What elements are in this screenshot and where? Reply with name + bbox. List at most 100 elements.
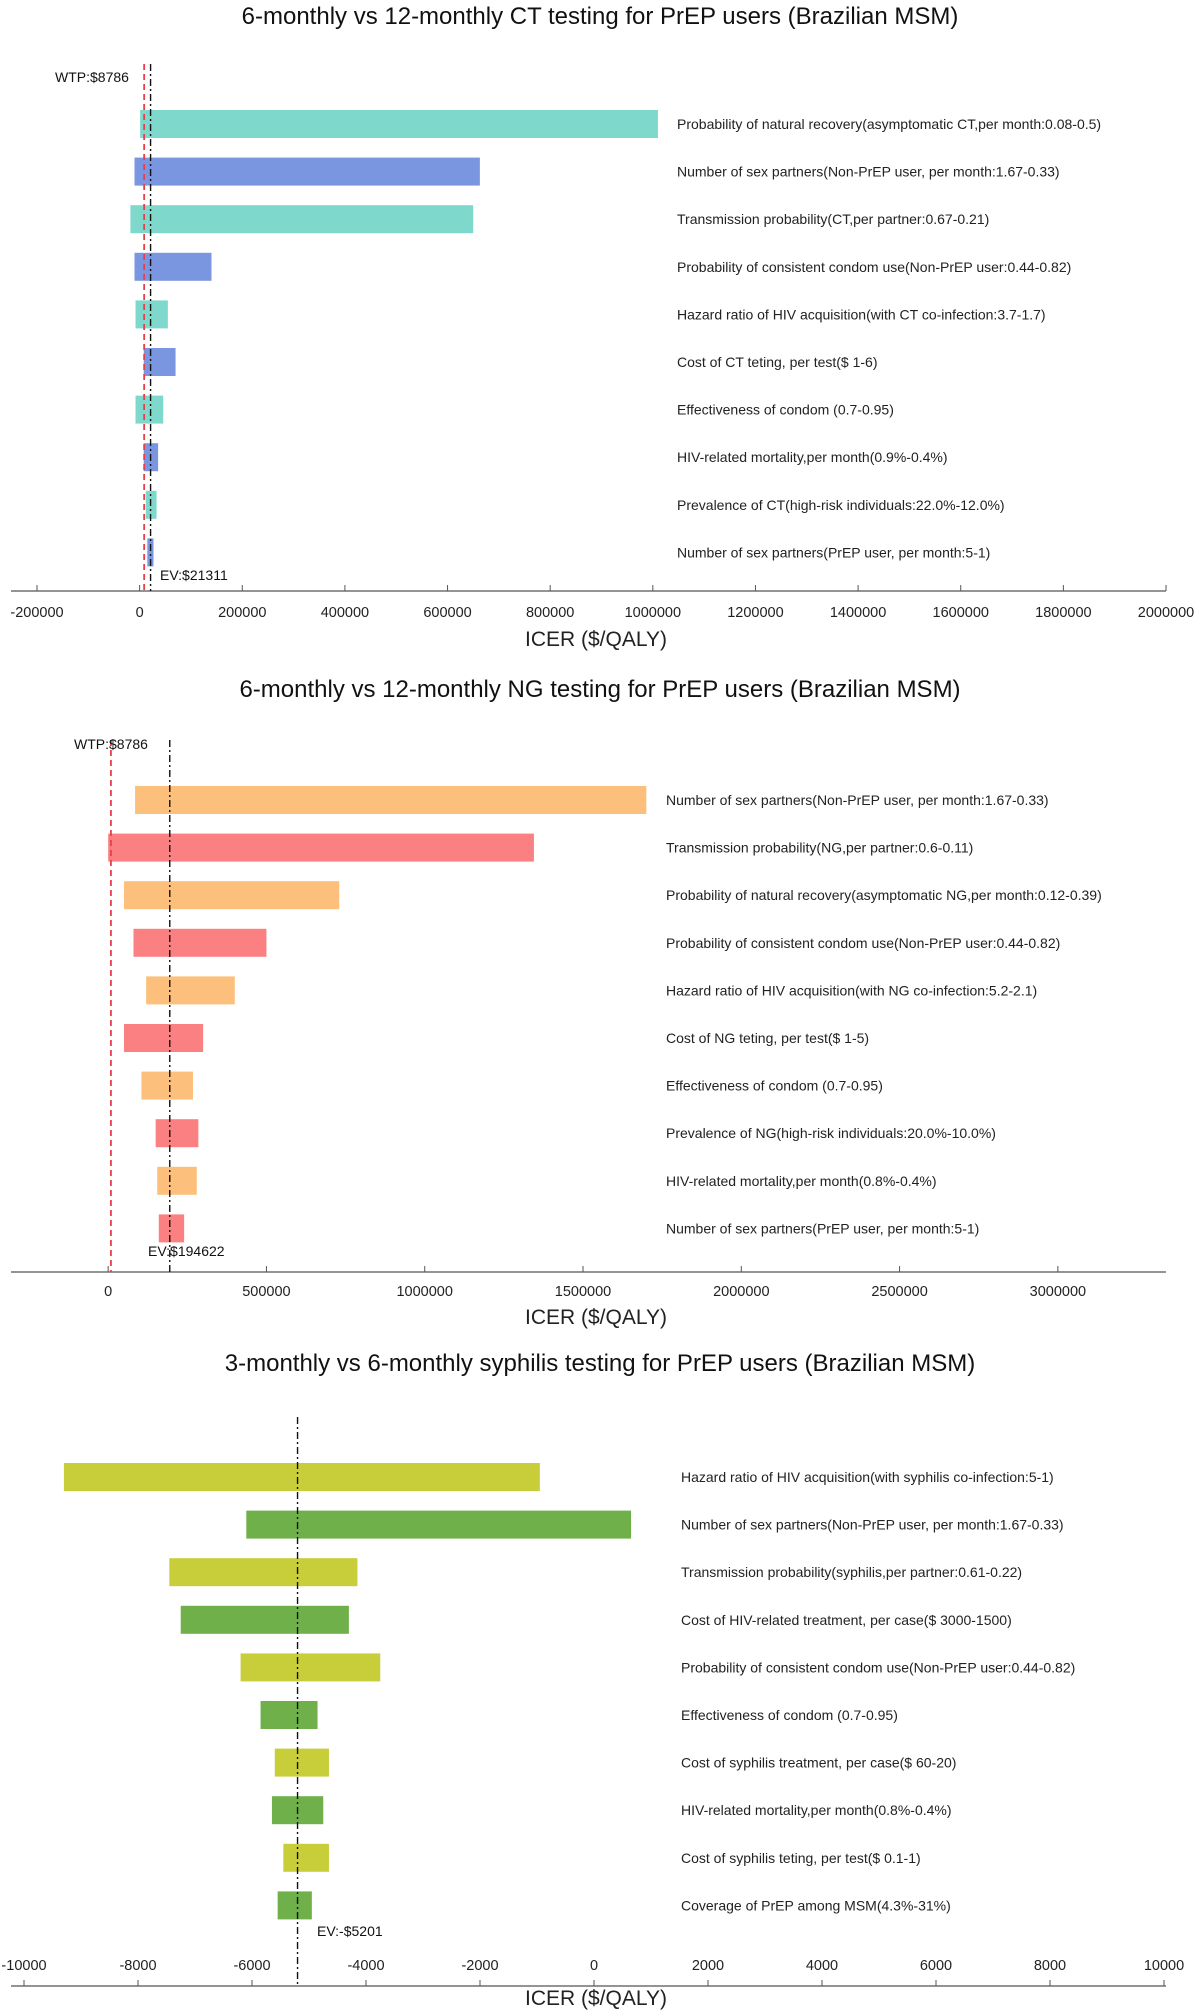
parameter-label: Cost of syphilis treatment, per case($ 6… xyxy=(681,1755,956,1771)
x-tick-label: 1800000 xyxy=(1035,605,1091,621)
x-tick-label: 1500000 xyxy=(555,1284,611,1300)
tornado-bar xyxy=(147,538,154,567)
tornado-bar xyxy=(123,881,340,910)
ev-label: EV:-$5201 xyxy=(317,1923,383,1939)
parameter-label: Probability of natural recovery(asymptom… xyxy=(677,116,1101,132)
x-axis-label: ICER ($/QALY) xyxy=(525,1987,667,2010)
parameter-label: Number of sex partners(Non-PrEP user, pe… xyxy=(677,164,1060,180)
x-tick-label: 10000 xyxy=(1144,1958,1184,1974)
tornado-bar xyxy=(143,348,176,376)
tornado-bar xyxy=(135,786,647,814)
x-tick-label: 1400000 xyxy=(830,605,886,621)
x-tick-label: -6000 xyxy=(233,1958,270,1974)
x-tick-label: 600000 xyxy=(423,605,471,621)
tornado-bar xyxy=(63,1463,540,1491)
x-tick-label: -2000 xyxy=(461,1958,498,1974)
x-tick-label: 0 xyxy=(104,1284,112,1300)
parameter-label: HIV-related mortality,per month(0.8%-0.4… xyxy=(681,1802,952,1818)
parameter-label: Probability of consistent condom use(Non… xyxy=(666,935,1060,951)
x-tick-label: 1000000 xyxy=(625,605,681,621)
chart-3: 3-monthly vs 6-monthly syphilis testing … xyxy=(1,1350,1184,2010)
tornado-bar xyxy=(240,1653,381,1682)
x-tick-label: -4000 xyxy=(347,1958,384,1974)
chart-2: 6-monthly vs 12-monthly NG testing for P… xyxy=(11,676,1166,1329)
x-tick-label: 8000 xyxy=(1034,1958,1066,1974)
x-tick-label: 200000 xyxy=(218,605,266,621)
parameter-label: Effectiveness of condom (0.7-0.95) xyxy=(681,1707,898,1723)
x-tick-label: 4000 xyxy=(806,1958,838,1974)
parameter-label: Prevalence of NG(high-risk individuals:2… xyxy=(666,1125,996,1141)
parameter-label: Number of sex partners(Non-PrEP user, pe… xyxy=(681,1517,1064,1533)
x-tick-label: -10000 xyxy=(1,1958,46,1974)
parameter-label: Probability of consistent condom use(Non… xyxy=(677,259,1071,275)
parameter-label: HIV-related mortality,per month(0.9%-0.4… xyxy=(677,449,948,465)
x-tick-label: 2500000 xyxy=(871,1284,927,1300)
tornado-bar xyxy=(134,252,212,281)
parameter-label: HIV-related mortality,per month(0.8%-0.4… xyxy=(666,1173,937,1189)
tornado-bar xyxy=(135,395,164,424)
x-tick-label: 2000000 xyxy=(1138,605,1194,621)
parameter-label: Coverage of PrEP among MSM(4.3%-31%) xyxy=(681,1897,951,1913)
parameter-label: Number of sex partners(PrEP user, per mo… xyxy=(677,544,990,560)
x-tick-label: 0 xyxy=(136,605,144,621)
tornado-bar xyxy=(146,976,235,1005)
tornado-bar xyxy=(274,1748,329,1777)
x-axis-label: ICER ($/QALY) xyxy=(525,1306,667,1329)
tornado-bar xyxy=(123,1024,204,1052)
parameter-label: Probability of natural recovery(asymptom… xyxy=(666,887,1102,903)
wtp-label: WTP:$8786 xyxy=(55,69,129,85)
parameter-label: Transmission probability(syphilis,per pa… xyxy=(681,1564,1022,1580)
tornado-bar xyxy=(141,1071,193,1100)
parameter-label: Prevalence of CT(high-risk individuals:2… xyxy=(677,497,1005,513)
tornado-bar xyxy=(155,1119,199,1148)
parameter-label: Transmission probability(NG,per partner:… xyxy=(666,840,973,856)
x-tick-label: -200000 xyxy=(10,605,63,621)
parameter-label: Transmission probability(CT,per partner:… xyxy=(677,211,989,227)
parameter-label: Hazard ratio of HIV acquisition(with syp… xyxy=(681,1469,1054,1485)
chart-title: 6-monthly vs 12-monthly NG testing for P… xyxy=(239,676,960,703)
chart-title: 6-monthly vs 12-monthly CT testing for P… xyxy=(242,3,959,30)
parameter-label: Cost of NG teting, per test($ 1-5) xyxy=(666,1030,869,1046)
parameter-label: Probability of consistent condom use(Non… xyxy=(681,1659,1075,1675)
x-tick-label: 1600000 xyxy=(933,605,989,621)
tornado-bar xyxy=(283,1843,329,1872)
tornado-bar xyxy=(157,1166,197,1195)
chart-title: 3-monthly vs 6-monthly syphilis testing … xyxy=(225,1350,975,1377)
tornado-bar xyxy=(133,928,267,957)
x-tick-label: 400000 xyxy=(321,605,369,621)
tornado-bar xyxy=(140,110,658,138)
ev-label: EV:$194622 xyxy=(148,1243,225,1259)
parameter-label: Effectiveness of condom (0.7-0.95) xyxy=(666,1078,883,1094)
tornado-bar xyxy=(130,205,474,234)
x-tick-label: 500000 xyxy=(242,1284,290,1300)
tornado-bar xyxy=(169,1558,358,1587)
x-tick-label: 1200000 xyxy=(727,605,783,621)
tornado-bar xyxy=(108,833,534,862)
x-tick-label: 0 xyxy=(590,1958,598,1974)
x-tick-label: 800000 xyxy=(526,605,574,621)
tornado-bar xyxy=(135,300,168,329)
x-tick-label: 3000000 xyxy=(1030,1284,1086,1300)
tornado-bar xyxy=(260,1701,318,1729)
parameter-label: Cost of CT teting, per test($ 1-6) xyxy=(677,354,878,370)
tornado-bar xyxy=(180,1605,349,1634)
x-tick-label: 2000 xyxy=(692,1958,724,1974)
tornado-bar xyxy=(134,157,480,186)
parameter-label: Number of sex partners(PrEP user, per mo… xyxy=(666,1220,979,1236)
parameter-label: Effectiveness of condom (0.7-0.95) xyxy=(677,402,894,418)
parameter-label: Hazard ratio of HIV acquisition(with NG … xyxy=(666,982,1037,998)
parameter-label: Cost of syphilis teting, per test($ 0.1-… xyxy=(681,1850,921,1866)
chart-1: 6-monthly vs 12-monthly CT testing for P… xyxy=(10,3,1194,651)
x-tick-label: -8000 xyxy=(119,1958,156,1974)
x-tick-label: 1000000 xyxy=(396,1284,452,1300)
tornado-bar xyxy=(246,1510,632,1539)
parameter-label: Hazard ratio of HIV acquisition(with CT … xyxy=(677,306,1046,322)
parameter-label: Cost of HIV-related treatment, per case(… xyxy=(681,1612,1012,1628)
parameter-label: Number of sex partners(Non-PrEP user, pe… xyxy=(666,792,1049,808)
x-tick-label: 2000000 xyxy=(713,1284,769,1300)
tornado-bar xyxy=(277,1891,312,1920)
x-tick-label: 6000 xyxy=(920,1958,952,1974)
tornado-bar xyxy=(158,1214,185,1243)
